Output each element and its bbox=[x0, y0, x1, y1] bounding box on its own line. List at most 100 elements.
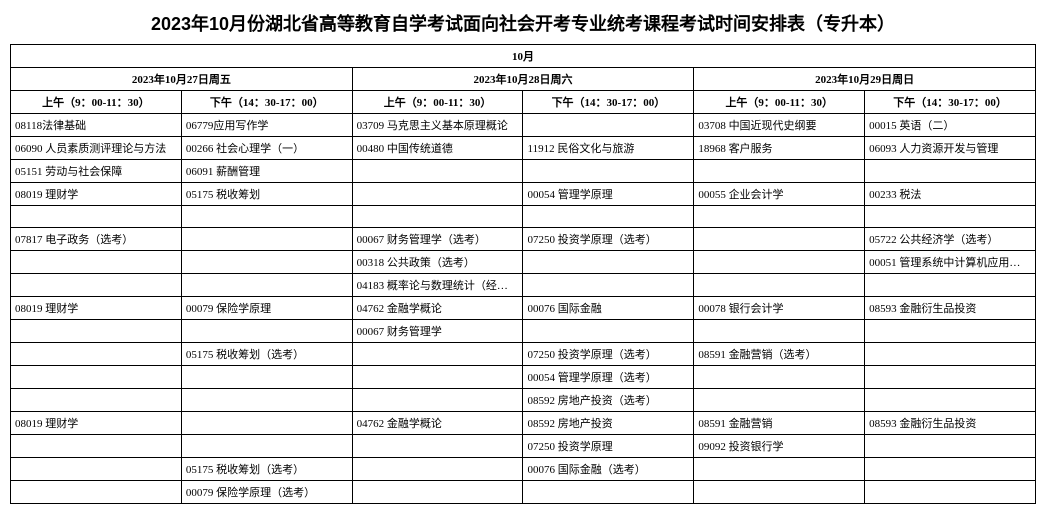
table-cell: 08591 金融营销（选考） bbox=[694, 343, 865, 366]
table-cell bbox=[181, 366, 352, 389]
table-row: 05151 劳动与社会保障06091 薪酬管理 bbox=[11, 160, 1036, 183]
table-cell bbox=[352, 160, 523, 183]
table-cell bbox=[352, 389, 523, 412]
table-cell bbox=[11, 366, 182, 389]
table-cell bbox=[181, 320, 352, 343]
table-cell: 00480 中国传统道德 bbox=[352, 137, 523, 160]
table-cell: 06090 人员素质测评理论与方法 bbox=[11, 137, 182, 160]
table-row: 00067 财务管理学 bbox=[11, 320, 1036, 343]
table-cell bbox=[865, 435, 1036, 458]
table-cell bbox=[865, 343, 1036, 366]
table-cell: 08019 理财学 bbox=[11, 183, 182, 206]
table-cell bbox=[11, 481, 182, 504]
table-cell: 00051 管理系统中计算机应用（选考） bbox=[865, 251, 1036, 274]
table-row: 08019 理财学00079 保险学原理04762 金融学概论00076 国际金… bbox=[11, 297, 1036, 320]
table-cell bbox=[694, 458, 865, 481]
month-header: 10月 bbox=[11, 45, 1036, 68]
table-cell: 08592 房地产投资（选考） bbox=[523, 389, 694, 412]
table-cell bbox=[865, 320, 1036, 343]
table-cell: 00078 银行会计学 bbox=[694, 297, 865, 320]
table-cell bbox=[11, 320, 182, 343]
table-cell bbox=[181, 412, 352, 435]
session-pm-3: 下午（14：30-17：00） bbox=[865, 91, 1036, 114]
table-row: 08592 房地产投资（选考） bbox=[11, 389, 1036, 412]
day-2-header: 2023年10月28日周六 bbox=[352, 68, 694, 91]
table-cell: 06093 人力资源开发与管理 bbox=[865, 137, 1036, 160]
table-cell: 00054 管理学原理 bbox=[523, 183, 694, 206]
table-cell bbox=[352, 458, 523, 481]
table-cell bbox=[181, 389, 352, 412]
page-title: 2023年10月份湖北省高等教育自学考试面向社会开考专业统考课程考试时间安排表（… bbox=[10, 10, 1036, 36]
table-cell: 18968 客户服务 bbox=[694, 137, 865, 160]
table-cell bbox=[694, 228, 865, 251]
table-cell bbox=[11, 343, 182, 366]
table-cell: 04762 金融学概论 bbox=[352, 297, 523, 320]
table-cell bbox=[694, 481, 865, 504]
table-cell bbox=[865, 206, 1036, 228]
table-cell: 00266 社会心理学（一） bbox=[181, 137, 352, 160]
table-row: 00318 公共政策（选考）00051 管理系统中计算机应用（选考） bbox=[11, 251, 1036, 274]
table-cell bbox=[865, 160, 1036, 183]
session-am-3: 上午（9：00-11：30） bbox=[694, 91, 865, 114]
table-cell: 00067 财务管理学 bbox=[352, 320, 523, 343]
session-am-1: 上午（9：00-11：30） bbox=[11, 91, 182, 114]
table-row: 00054 管理学原理（选考） bbox=[11, 366, 1036, 389]
table-cell bbox=[523, 160, 694, 183]
table-cell bbox=[352, 206, 523, 228]
table-cell: 00054 管理学原理（选考） bbox=[523, 366, 694, 389]
table-row: 00079 保险学原理（选考） bbox=[11, 481, 1036, 504]
table-cell bbox=[181, 251, 352, 274]
table-cell: 09092 投资银行学 bbox=[694, 435, 865, 458]
table-cell bbox=[11, 389, 182, 412]
session-pm-2: 下午（14：30-17：00） bbox=[523, 91, 694, 114]
table-cell: 05175 税收筹划（选考） bbox=[181, 343, 352, 366]
table-cell: 08019 理财学 bbox=[11, 412, 182, 435]
table-cell bbox=[865, 481, 1036, 504]
table-cell bbox=[694, 274, 865, 297]
table-cell: 08593 金融衍生品投资 bbox=[865, 297, 1036, 320]
table-cell bbox=[523, 320, 694, 343]
table-cell bbox=[11, 458, 182, 481]
table-cell bbox=[352, 481, 523, 504]
table-cell: 08019 理财学 bbox=[11, 297, 182, 320]
table-row: 08019 理财学04762 金融学概论08592 房地产投资08591 金融营… bbox=[11, 412, 1036, 435]
table-cell bbox=[11, 435, 182, 458]
table-cell: 05722 公共经济学（选考） bbox=[865, 228, 1036, 251]
table-cell bbox=[181, 274, 352, 297]
table-cell bbox=[11, 274, 182, 297]
table-cell bbox=[523, 114, 694, 137]
table-cell bbox=[523, 481, 694, 504]
table-row: 08118法律基础06779应用写作学03709 马克思主义基本原理概论0370… bbox=[11, 114, 1036, 137]
table-cell bbox=[865, 389, 1036, 412]
table-cell: 08118法律基础 bbox=[11, 114, 182, 137]
table-row: 05175 税收筹划（选考） 07250 投资学原理（选考）08591 金融营销（… bbox=[11, 343, 1036, 366]
table-cell bbox=[352, 435, 523, 458]
table-cell: 00076 国际金融 bbox=[523, 297, 694, 320]
table-cell: 00055 企业会计学 bbox=[694, 183, 865, 206]
table-cell: 03708 中国近现代史纲要 bbox=[694, 114, 865, 137]
table-cell: 11912 民俗文化与旅游 bbox=[523, 137, 694, 160]
day-3-header: 2023年10月29日周日 bbox=[694, 68, 1036, 91]
table-cell: 00079 保险学原理（选考） bbox=[181, 481, 352, 504]
table-cell: 00067 财务管理学（选考） bbox=[352, 228, 523, 251]
table-cell bbox=[694, 206, 865, 228]
session-am-2: 上午（9：00-11：30） bbox=[352, 91, 523, 114]
table-cell bbox=[181, 206, 352, 228]
table-row: 04183 概率论与数理统计（经管类）（选考） bbox=[11, 274, 1036, 297]
table-cell bbox=[694, 160, 865, 183]
table-cell: 07250 投资学原理（选考） bbox=[523, 343, 694, 366]
table-row: 07250 投资学原理09092 投资银行学 bbox=[11, 435, 1036, 458]
table-cell: 08592 房地产投资 bbox=[523, 412, 694, 435]
table-cell bbox=[694, 366, 865, 389]
table-cell bbox=[181, 228, 352, 251]
schedule-table: 10月 2023年10月27日周五 2023年10月28日周六 2023年10月… bbox=[10, 44, 1036, 504]
table-cell bbox=[523, 206, 694, 228]
table-cell bbox=[181, 435, 352, 458]
table-cell: 06779应用写作学 bbox=[181, 114, 352, 137]
table-cell: 08593 金融衍生品投资 bbox=[865, 412, 1036, 435]
table-row: 07817 电子政务（选考）00067 财务管理学（选考）07250 投资学原理… bbox=[11, 228, 1036, 251]
table-cell: 04183 概率论与数理统计（经管类）（选考） bbox=[352, 274, 523, 297]
table-row: 06090 人员素质测评理论与方法00266 社会心理学（一）00480 中国传… bbox=[11, 137, 1036, 160]
table-cell bbox=[523, 274, 694, 297]
table-row bbox=[11, 206, 1036, 228]
